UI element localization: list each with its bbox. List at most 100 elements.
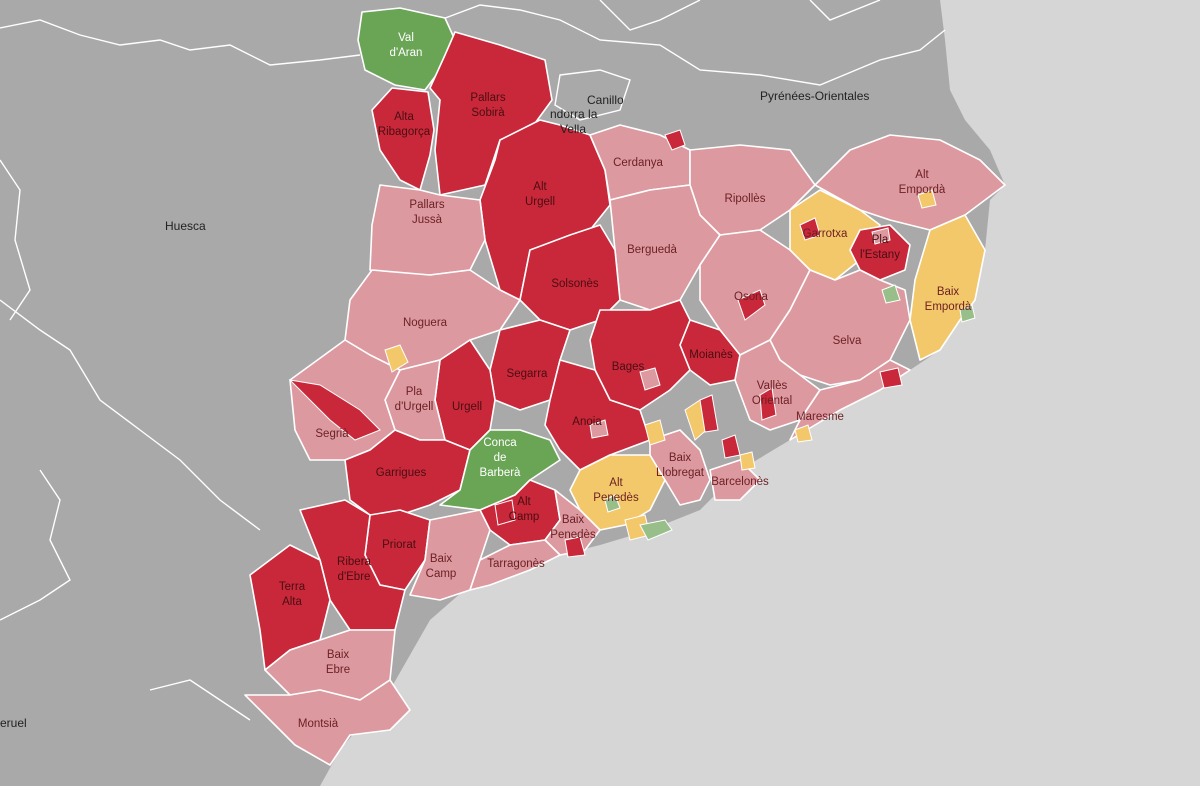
comarca-baix-emporda[interactable] <box>909 214 986 361</box>
label-bages: Bages <box>612 361 645 373</box>
label-line: Terra <box>279 581 306 593</box>
label-ripolles: Ripollès <box>725 193 766 205</box>
label-line: Garrigues <box>376 467 427 479</box>
label-alt-urgell: Alt Urgell <box>525 181 555 208</box>
label-line: d'Aran <box>390 47 423 59</box>
label-line: Garrotxa <box>803 228 848 240</box>
municipal-patch <box>881 284 901 304</box>
label-alt-emporda: Alt Empordà <box>899 169 946 196</box>
municipal-patch <box>639 367 661 391</box>
label-line: Baix <box>669 452 692 464</box>
comarca-bages[interactable] <box>589 299 691 411</box>
label-pla-estany: Pla l'Estany <box>860 234 900 261</box>
label-line: Selva <box>833 335 862 347</box>
label-line: d'Ebre <box>338 571 371 583</box>
municipal-patch <box>871 227 891 245</box>
label-line: Pla <box>872 234 889 246</box>
municipal-patch <box>721 434 741 459</box>
comarca-pla-estany[interactable] <box>849 224 911 281</box>
label-line: Alt <box>609 477 623 489</box>
label-andorra-line1: ndorra la <box>550 107 598 121</box>
label-line: Montsià <box>298 718 339 730</box>
label-anoia: Anoia <box>572 416 602 428</box>
label-andorra-line2: Vella <box>560 122 586 136</box>
municipal-patch <box>639 519 673 541</box>
label-line: Urgell <box>452 401 482 413</box>
label-priorat: Priorat <box>382 539 417 551</box>
label-garrotxa: Garrotxa <box>803 228 848 240</box>
label-ribera-debre: Ribera d'Ebre <box>337 556 371 583</box>
label-line: de <box>494 452 507 464</box>
label-alta-ribagorca: Alta Ribagorça <box>378 111 431 138</box>
comarca-val-daran[interactable] <box>357 7 456 91</box>
comarques-layer[interactable] <box>244 7 1006 766</box>
municipal-patches <box>288 129 976 558</box>
label-baix-ebre: Baix Ebre <box>326 649 350 676</box>
label-pallars-sobira: Pallars Sobirà <box>470 92 505 119</box>
label-line: Bages <box>612 361 645 373</box>
label-canillo: Canillo <box>587 93 624 107</box>
label-line: Segrià <box>315 428 349 440</box>
label-alt-camp: Alt Camp <box>509 496 540 523</box>
municipal-patch <box>664 129 686 151</box>
sea-area <box>320 0 1200 786</box>
label-line: Empordà <box>899 184 946 196</box>
label-line: Ribagorça <box>378 126 431 138</box>
label-line: Alta <box>394 111 414 123</box>
label-montsia: Montsià <box>298 718 339 730</box>
label-osona: Osona <box>734 291 768 303</box>
label-line: Ribera <box>337 556 371 568</box>
comarca-alt-emporda[interactable] <box>814 134 1006 231</box>
municipal-patch <box>799 217 821 241</box>
label-line: l'Estany <box>860 249 900 261</box>
label-line: Baix <box>937 286 960 298</box>
label-line: Barcelonès <box>711 476 769 488</box>
comarca-alta-ribagorca[interactable] <box>371 87 435 191</box>
label-teruel: eruel <box>0 716 27 730</box>
label-garrigues: Garrigues <box>376 467 427 479</box>
comarca-montsia[interactable] <box>244 679 411 766</box>
municipal-patch <box>604 494 621 513</box>
label-line: Maresme <box>796 411 844 423</box>
foreign-borders <box>0 0 946 721</box>
label-noguera: Noguera <box>403 317 448 329</box>
label-terra-alta: Terra Alta <box>279 581 306 608</box>
label-line: Oriental <box>752 395 792 407</box>
label-line: Urgell <box>525 196 555 208</box>
comarca-barcelones[interactable] <box>709 459 761 501</box>
label-line: Berguedà <box>627 244 677 256</box>
municipal-patch <box>794 424 813 443</box>
municipal-patch <box>644 419 666 446</box>
label-conca-barbera: Conca de Barberà <box>480 437 522 479</box>
label-line: Cerdanya <box>613 157 663 169</box>
label-line: Vallès <box>757 380 788 392</box>
label-line: Barberà <box>480 467 522 479</box>
municipal-patch <box>564 536 586 558</box>
label-selva: Selva <box>833 335 862 347</box>
label-baix-penedes: Baix Penedès <box>550 514 596 541</box>
municipal-patch <box>699 394 719 433</box>
municipal-patch <box>288 379 381 441</box>
label-tarragones: Tarragonès <box>487 558 545 570</box>
label-line: Ripollès <box>725 193 766 205</box>
comarca-tarragones[interactable] <box>469 539 561 591</box>
label-line: Val <box>398 32 414 44</box>
label-maresme: Maresme <box>796 411 844 423</box>
label-line: Segarra <box>507 368 549 380</box>
municipal-patch <box>759 387 777 421</box>
label-line: Pla <box>406 386 423 398</box>
municipal-patch <box>959 304 976 323</box>
label-line: Osona <box>734 291 768 303</box>
label-line: Alt <box>533 181 547 193</box>
municipal-patch <box>739 451 756 471</box>
comarca-vallès-oriental[interactable] <box>734 339 821 431</box>
label-segria: Segrià <box>315 428 349 440</box>
label-line: Alt <box>517 496 531 508</box>
label-line: Ebre <box>326 664 350 676</box>
municipal-patch <box>879 367 903 389</box>
label-line: Noguera <box>403 317 448 329</box>
comarca-baix-llobregat[interactable] <box>649 429 711 506</box>
label-line: Camp <box>509 511 540 523</box>
label-line: Alt <box>915 169 929 181</box>
